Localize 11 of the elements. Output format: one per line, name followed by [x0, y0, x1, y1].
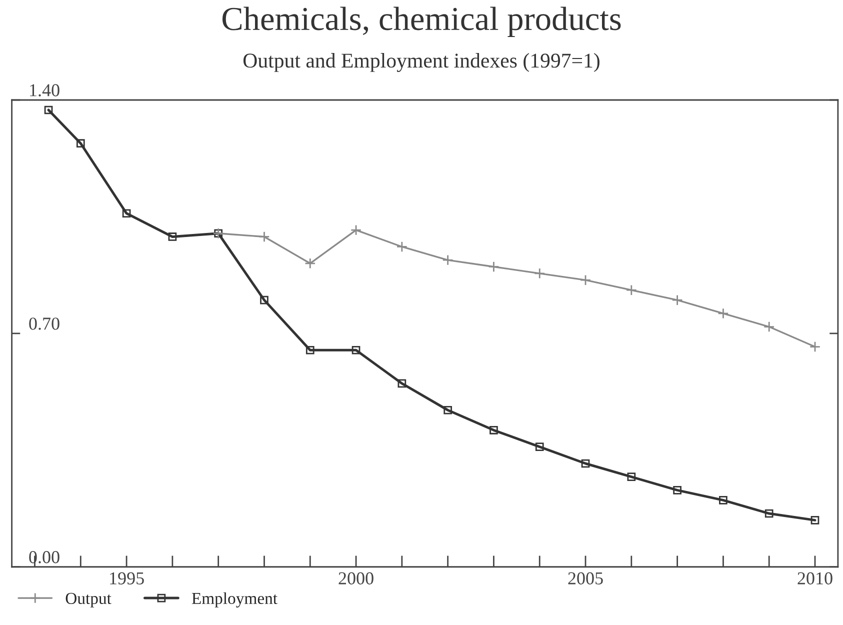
- x-tick-label: 2010: [798, 572, 832, 584]
- x-tick-label: 2000: [338, 572, 374, 584]
- chart-subtitle: Output and Employment indexes (1997=1): [243, 53, 600, 72]
- x-tick-label: 1995: [110, 572, 144, 584]
- chart-title: Chemicals, chemical products: [222, 6, 621, 37]
- x-tick-label: 2005: [568, 572, 603, 584]
- y-tick-label: 0.70: [29, 318, 60, 330]
- y-tick-label: 1.40: [30, 84, 60, 96]
- legend-label: Output: [66, 592, 112, 608]
- legend-label: Employment: [192, 592, 278, 608]
- y-tick-label: 0.00: [29, 551, 60, 564]
